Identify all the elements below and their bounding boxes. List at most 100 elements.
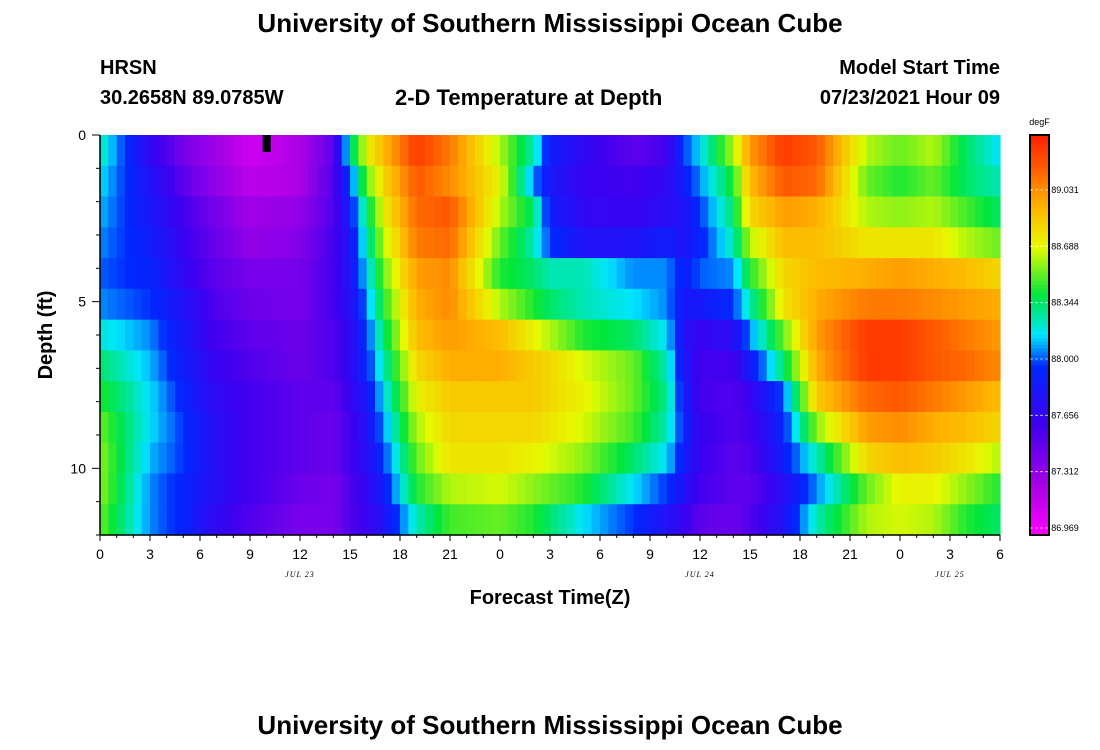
heatmap-cell bbox=[466, 227, 476, 259]
heatmap-cell bbox=[700, 350, 709, 382]
heatmap-cell bbox=[500, 196, 509, 228]
heatmap-cell bbox=[308, 288, 318, 321]
heatmap-cell bbox=[358, 411, 368, 444]
heatmap-cell bbox=[508, 411, 518, 444]
heatmap-cell bbox=[675, 411, 684, 444]
heatmap-cell bbox=[666, 319, 676, 351]
heatmap-cell bbox=[633, 411, 643, 444]
heatmap-cell bbox=[216, 319, 226, 351]
heatmap-cell bbox=[558, 196, 568, 228]
colorbar-segment bbox=[1030, 295, 1049, 299]
heatmap-cell bbox=[275, 196, 284, 228]
heatmap-cell bbox=[658, 135, 668, 167]
heatmap-cell bbox=[791, 381, 801, 413]
heatmap-cell bbox=[558, 288, 568, 321]
heatmap-cell bbox=[733, 442, 743, 475]
heatmap-cell bbox=[816, 165, 826, 198]
heatmap-cell bbox=[633, 165, 643, 198]
heatmap-cell bbox=[725, 319, 734, 351]
heatmap-cell bbox=[741, 196, 751, 228]
heatmap-cell bbox=[633, 258, 643, 290]
heatmap-cell bbox=[633, 350, 643, 382]
heatmap-cell bbox=[333, 381, 343, 413]
heatmap-cell bbox=[258, 442, 268, 475]
heatmap-cell bbox=[475, 196, 484, 228]
heatmap-cell bbox=[583, 258, 593, 290]
heatmap-cell bbox=[200, 288, 209, 321]
heatmap-cell bbox=[791, 350, 801, 382]
heatmap-cell bbox=[708, 504, 718, 536]
heatmap-cell bbox=[100, 227, 109, 259]
heatmap-cell bbox=[408, 196, 418, 228]
heatmap-cell bbox=[208, 350, 218, 382]
heatmap-cell bbox=[341, 411, 351, 444]
heatmap-cell bbox=[491, 227, 501, 259]
heatmap-cell bbox=[650, 473, 659, 505]
heatmap-cell bbox=[841, 442, 851, 475]
colorbar-segment bbox=[1030, 298, 1049, 303]
heatmap-cell bbox=[750, 319, 759, 351]
heatmap-cell bbox=[816, 196, 826, 228]
heatmap-cell bbox=[575, 135, 584, 167]
heatmap-cell bbox=[966, 288, 976, 321]
heatmap-cell bbox=[525, 227, 534, 259]
colorbar-segment bbox=[1030, 221, 1049, 226]
heatmap-cell bbox=[291, 135, 301, 167]
heatmap-cell bbox=[475, 319, 484, 351]
heatmap-cell bbox=[875, 196, 884, 228]
heatmap-cell bbox=[275, 258, 284, 290]
heatmap-cell bbox=[333, 411, 343, 444]
heatmap-cell bbox=[533, 227, 543, 259]
heatmap-cell bbox=[758, 381, 768, 413]
heatmap-cell bbox=[541, 288, 551, 321]
heatmap-cell bbox=[641, 473, 651, 505]
heatmap-cell bbox=[600, 319, 609, 351]
heatmap-cell bbox=[341, 319, 351, 351]
heatmap-cell bbox=[541, 350, 551, 382]
heatmap-cell bbox=[383, 196, 393, 228]
heatmap-cell bbox=[233, 135, 243, 167]
heatmap-cell bbox=[908, 165, 918, 198]
heatmap-cell bbox=[333, 442, 343, 475]
heatmap-cell bbox=[483, 258, 493, 290]
heatmap-cell bbox=[133, 319, 143, 351]
heatmap-cell bbox=[266, 504, 276, 536]
heatmap-cell bbox=[841, 319, 851, 351]
heatmap-cell bbox=[633, 196, 643, 228]
heatmap-cell bbox=[408, 381, 418, 413]
heatmap-cell bbox=[150, 288, 159, 321]
heatmap-cell bbox=[716, 442, 726, 475]
heatmap-cell bbox=[216, 381, 226, 413]
heatmap-cell bbox=[283, 319, 293, 351]
heatmap-cell bbox=[800, 258, 809, 290]
heatmap-cell bbox=[900, 227, 909, 259]
heatmap-cell bbox=[625, 227, 634, 259]
heatmap-cell bbox=[783, 227, 793, 259]
heatmap-cell bbox=[316, 135, 326, 167]
heatmap-cell bbox=[925, 381, 934, 413]
heatmap-cell bbox=[325, 196, 334, 228]
heatmap-cell bbox=[775, 135, 784, 167]
heatmap-cell bbox=[383, 504, 393, 536]
heatmap-cell bbox=[391, 319, 401, 351]
heatmap-cell bbox=[425, 165, 434, 198]
x-tick-label: 0 bbox=[496, 546, 504, 562]
heatmap-cell bbox=[425, 196, 434, 228]
heatmap-cell bbox=[441, 504, 451, 536]
heatmap-cell bbox=[766, 504, 776, 536]
heatmap-cell bbox=[375, 381, 384, 413]
heatmap-cell bbox=[841, 135, 851, 167]
heatmap-cell bbox=[475, 135, 484, 167]
heatmap-cell bbox=[525, 288, 534, 321]
heatmap-cell bbox=[166, 258, 176, 290]
heatmap-cell bbox=[291, 411, 301, 444]
heatmap-cell bbox=[658, 165, 668, 198]
heatmap-cell bbox=[966, 196, 976, 228]
heatmap-cell bbox=[958, 227, 968, 259]
heatmap-cell bbox=[208, 442, 218, 475]
heatmap-cell bbox=[408, 165, 418, 198]
heatmap-cell bbox=[758, 411, 768, 444]
heatmap-cell bbox=[725, 288, 734, 321]
heatmap-cell bbox=[891, 288, 901, 321]
colorbar-segment bbox=[1030, 268, 1049, 273]
